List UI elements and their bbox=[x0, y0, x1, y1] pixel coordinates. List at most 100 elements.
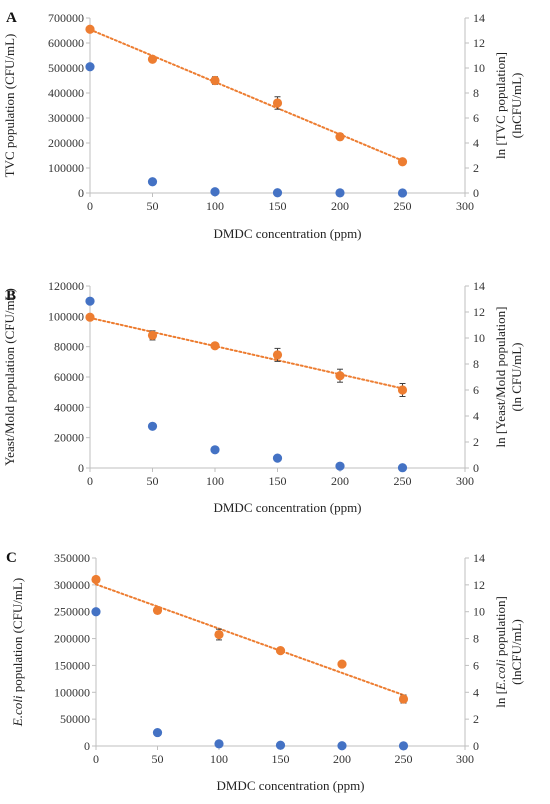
y-tick-label: 400000 bbox=[48, 86, 84, 100]
x-axis-title: DMDC concentration (ppm) bbox=[213, 500, 361, 515]
y2-tick-label: 8 bbox=[473, 357, 479, 371]
x-tick-label: 100 bbox=[206, 474, 224, 488]
y2-tick-label: 4 bbox=[473, 685, 479, 699]
ln-data-point bbox=[210, 341, 220, 351]
y-tick-label: 200000 bbox=[54, 632, 90, 646]
y-tick-label: 100000 bbox=[48, 161, 84, 175]
chart-panel-a: A0 50 100 150 200 250 300010000020000030000040… bbox=[2, 10, 524, 241]
ln-data-point bbox=[335, 371, 345, 381]
y-tick-label: 0 bbox=[78, 461, 84, 475]
x-tick-label: 300 bbox=[456, 474, 474, 488]
x-tick-label: 250 bbox=[394, 199, 412, 213]
ln-data-point bbox=[152, 605, 163, 615]
y-tick-label: 700000 bbox=[48, 11, 84, 25]
chart-panel-c: C0 50 100 150 200 250 300050000100000150000200… bbox=[6, 550, 524, 793]
y2-tick-label: 0 bbox=[473, 186, 479, 200]
y2-axis-title-units: (lnCFU/mL) bbox=[509, 619, 524, 685]
ln-data-point bbox=[272, 350, 283, 360]
y2-tick-label: 12 bbox=[473, 305, 485, 319]
y2-axis-title-part: population] bbox=[493, 596, 508, 659]
ln-data-point bbox=[214, 629, 224, 640]
y2-axis-title: ln [E.coli population] bbox=[493, 596, 508, 708]
y-axis-title: TVC population (CFU/mL) bbox=[2, 34, 17, 178]
y2-tick-label: 2 bbox=[473, 712, 479, 726]
y-tick-label: 120000 bbox=[48, 279, 84, 293]
y-tick-label: 0 bbox=[84, 739, 90, 753]
x-tick-label: 200 bbox=[333, 752, 351, 766]
cfu-data-point bbox=[275, 740, 286, 750]
x-tick-label: 250 bbox=[395, 752, 413, 766]
y-tick-label: 600000 bbox=[48, 36, 84, 50]
x-tick-label: 100 bbox=[210, 752, 228, 766]
y2-tick-label: 4 bbox=[473, 136, 479, 150]
x-tick-label: 150 bbox=[269, 199, 287, 213]
x-tick-label: 0 bbox=[87, 199, 93, 213]
y-axis-title: Yeast/Mold population (CFU/mL) bbox=[2, 288, 17, 466]
cfu-data-point bbox=[214, 739, 224, 749]
cfu-data-point bbox=[147, 177, 158, 187]
y2-axis-title: ln [TVC population] bbox=[493, 52, 508, 159]
ln-data-point bbox=[85, 312, 95, 322]
y-tick-label: 60000 bbox=[54, 370, 84, 384]
y-tick-label: 100000 bbox=[54, 685, 90, 699]
y2-axis-title: ln [Yeast/Mold population] bbox=[493, 307, 508, 448]
cfu-data-point bbox=[335, 461, 345, 471]
x-tick-label: 200 bbox=[331, 199, 349, 213]
x-tick-label: 300 bbox=[456, 199, 474, 213]
x-tick-label: 300 bbox=[456, 752, 474, 766]
y2-tick-label: 2 bbox=[473, 435, 479, 449]
y2-tick-label: 6 bbox=[473, 658, 479, 672]
y2-tick-label: 8 bbox=[473, 86, 479, 100]
cfu-data-point bbox=[210, 187, 220, 197]
y2-tick-label: 6 bbox=[473, 383, 479, 397]
panel-letter: A bbox=[6, 10, 17, 26]
y-tick-label: 300000 bbox=[54, 578, 90, 592]
y-tick-label: 100000 bbox=[48, 309, 84, 323]
cfu-data-point bbox=[335, 188, 345, 198]
ln-data-point bbox=[91, 574, 101, 585]
y2-tick-label: 8 bbox=[473, 632, 479, 646]
ln-data-point bbox=[397, 385, 408, 395]
y-tick-label: 350000 bbox=[54, 551, 90, 565]
y-tick-label: 150000 bbox=[54, 658, 90, 672]
chart-panel-b: B0 50 100 150 200 250 300020000400006000080000… bbox=[2, 279, 524, 515]
y-tick-label: 40000 bbox=[54, 400, 84, 414]
y2-tick-label: 0 bbox=[473, 739, 479, 753]
y2-tick-label: 12 bbox=[473, 578, 485, 592]
x-tick-label: 150 bbox=[269, 474, 287, 488]
cfu-data-point bbox=[147, 421, 158, 431]
y2-axis-title-units: (ln CFU/mL) bbox=[509, 343, 524, 412]
cfu-data-point bbox=[210, 445, 220, 455]
y2-tick-label: 10 bbox=[473, 61, 485, 75]
ln-data-point bbox=[210, 75, 220, 86]
y-axis-title: E.coli population (CFU/mL) bbox=[10, 578, 25, 727]
x-tick-label: 0 bbox=[93, 752, 99, 766]
cfu-data-point bbox=[397, 463, 408, 473]
ln-trendline bbox=[95, 583, 405, 697]
ln-trendline bbox=[89, 28, 404, 162]
cfu-data-point bbox=[272, 453, 283, 463]
y-tick-label: 0 bbox=[78, 186, 84, 200]
cfu-data-point bbox=[91, 607, 101, 617]
x-axis-title: DMDC concentration (ppm) bbox=[216, 778, 364, 793]
panel-letter: B bbox=[6, 288, 16, 304]
cfu-data-point bbox=[337, 741, 347, 751]
ln-data-point bbox=[272, 98, 283, 108]
ln-data-point bbox=[147, 54, 158, 64]
ln-trendline bbox=[89, 316, 404, 390]
cfu-data-point bbox=[152, 727, 163, 738]
ln-data-point bbox=[275, 646, 286, 656]
y2-tick-label: 12 bbox=[473, 36, 485, 50]
y2-tick-label: 2 bbox=[473, 161, 479, 175]
y-tick-label: 80000 bbox=[54, 340, 84, 354]
ln-data-point bbox=[85, 24, 95, 34]
x-tick-label: 50 bbox=[147, 474, 159, 488]
y2-axis-title-part: E.coli bbox=[493, 659, 508, 691]
y-tick-label: 250000 bbox=[54, 605, 90, 619]
ln-data-point bbox=[337, 659, 347, 669]
x-tick-label: 100 bbox=[206, 199, 224, 213]
y-tick-label: 20000 bbox=[54, 431, 84, 445]
ln-data-point bbox=[335, 132, 345, 142]
ln-data-point bbox=[397, 157, 408, 167]
